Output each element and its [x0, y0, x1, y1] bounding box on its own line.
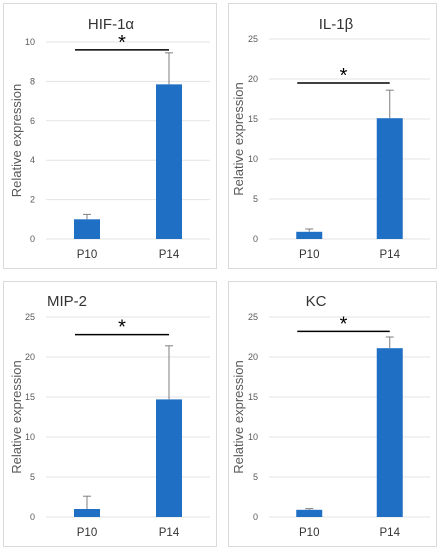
bar-p10 — [296, 231, 323, 239]
bar-chart: 0 5 10 15 20 25 KC Relative expression P10 P14 * — [231, 293, 430, 539]
significance-star: * — [118, 32, 126, 54]
y-tick-label: 0 — [30, 234, 35, 244]
bar-p14 — [376, 118, 403, 239]
y-tick-label: 0 — [30, 512, 35, 522]
y-tick-label: 5 — [253, 194, 258, 204]
y-tick-label: 15 — [25, 392, 35, 402]
x-tick-label: P10 — [77, 249, 97, 261]
y-tick-label: 5 — [253, 472, 258, 482]
y-tick-label: 10 — [25, 37, 35, 47]
chart-panel-il1b: 0 5 10 15 20 25 IL-1β Relative expression P10 P14… — [228, 3, 437, 269]
y-tick-label: 20 — [248, 74, 258, 84]
significance-star: * — [340, 313, 348, 335]
y-tick-label: 10 — [25, 432, 35, 442]
bar-chart: 0 5 10 15 20 25 MIP-2 Relative expression P10 P14… — [9, 293, 210, 539]
chart-panel-kc: 0 5 10 15 20 25 KC Relative expression P10 P14 * — [228, 281, 437, 547]
y-tick-label: 5 — [30, 472, 35, 482]
bar-chart: 0 5 10 15 20 25 IL-1β Relative expression P10 P14… — [231, 16, 430, 261]
x-tick-label: P14 — [380, 527, 401, 539]
significance-star: * — [340, 65, 348, 87]
x-tick-label: P10 — [299, 527, 319, 539]
y-tick-label: 0 — [253, 512, 258, 522]
y-tick-label: 0 — [253, 234, 258, 244]
y-tick-label: 15 — [248, 114, 258, 124]
chart-title: KC — [306, 293, 327, 310]
bar-p10 — [74, 219, 100, 239]
chart-panel-mip2: 0 5 10 15 20 25 MIP-2 Relative expression P10 P14… — [3, 281, 217, 547]
chart-panel-hif1a: 0 2 4 6 8 10 HIF-1α Relative expression P10 P14 * — [3, 3, 217, 269]
y-axis-label: Relative expression — [231, 360, 246, 473]
x-tick-label: P14 — [380, 249, 401, 261]
y-tick-label: 20 — [25, 352, 35, 362]
y-tick-label: 8 — [30, 76, 35, 86]
y-tick-label: 25 — [248, 312, 258, 322]
y-axis-label: Relative expression — [9, 84, 24, 197]
x-tick-label: P14 — [159, 527, 180, 539]
bar-chart: 0 2 4 6 8 10 HIF-1α Relative expression P10 P14 * — [9, 16, 210, 261]
y-tick-label: 15 — [248, 392, 258, 402]
chart-title: HIF-1α — [88, 16, 135, 33]
bar-p10 — [296, 509, 323, 517]
y-tick-label: 25 — [25, 312, 35, 322]
bar-p10 — [74, 509, 100, 517]
chart-title: IL-1β — [319, 16, 354, 33]
bar-p14 — [156, 84, 182, 239]
y-tick-label: 10 — [248, 432, 258, 442]
significance-star: * — [118, 317, 126, 339]
y-tick-label: 25 — [248, 34, 258, 44]
bar-p14 — [376, 348, 403, 517]
y-tick-label: 4 — [30, 155, 35, 165]
y-tick-label: 6 — [30, 116, 35, 126]
x-tick-label: P14 — [159, 249, 180, 261]
y-tick-label: 20 — [248, 352, 258, 362]
x-tick-label: P10 — [77, 527, 97, 539]
bar-p14 — [156, 399, 182, 517]
y-axis-label: Relative expression — [9, 360, 24, 473]
y-tick-label: 2 — [30, 195, 35, 205]
chart-title: MIP-2 — [47, 293, 87, 310]
x-tick-label: P10 — [299, 249, 319, 261]
y-tick-label: 10 — [248, 154, 258, 164]
y-axis-label: Relative expression — [231, 82, 246, 195]
